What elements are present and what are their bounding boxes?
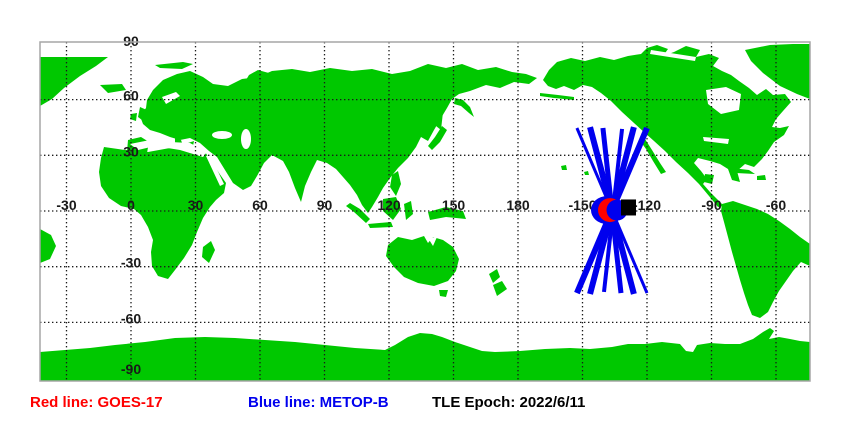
graticule <box>40 42 810 381</box>
longitude-tick-label: 90 <box>317 197 333 213</box>
latitude-tick-label: -90 <box>121 361 141 377</box>
map-frame <box>39 41 811 382</box>
longitude-tick-label: 150 <box>442 197 466 213</box>
longitude-tick-label: -60 <box>766 197 786 213</box>
longitude-tick-label: 0 <box>127 197 135 213</box>
tick-labels: -30 0 30 60 90 120 150 180 -150 -120 -90 -60 90 60 30 -… <box>56 33 786 377</box>
longitude-tick-label: 30 <box>188 197 204 213</box>
longitude-tick-label: -90 <box>701 197 721 213</box>
latitude-tick-label: 30 <box>123 143 139 159</box>
tle-epoch-position-marker <box>621 199 637 216</box>
legend-goes17-label: Red line: GOES-17 <box>30 394 163 411</box>
legend-tle-epoch-label: TLE Epoch: 2022/6/11 <box>432 394 586 411</box>
longitude-tick-label: 120 <box>377 197 401 213</box>
legend: Red line: GOES-17 Blue line: METOP-B TLE… <box>0 394 850 418</box>
longitude-tick-label: 60 <box>252 197 268 213</box>
longitude-tick-label: -150 <box>568 197 596 213</box>
latitude-tick-label: 90 <box>123 33 139 49</box>
continents <box>40 44 810 381</box>
longitude-tick-label: 180 <box>506 197 530 213</box>
latitude-tick-label: 60 <box>123 88 139 104</box>
latitude-tick-label: -60 <box>121 310 141 326</box>
inland-water-cutouts <box>130 50 741 246</box>
latitude-tick-label: -30 <box>121 255 141 271</box>
satellite-position-markers <box>591 196 637 225</box>
longitude-tick-label: -120 <box>633 197 661 213</box>
longitude-tick-label: -30 <box>56 197 76 213</box>
legend-metopb-label: Blue line: METOP-B <box>248 394 389 411</box>
